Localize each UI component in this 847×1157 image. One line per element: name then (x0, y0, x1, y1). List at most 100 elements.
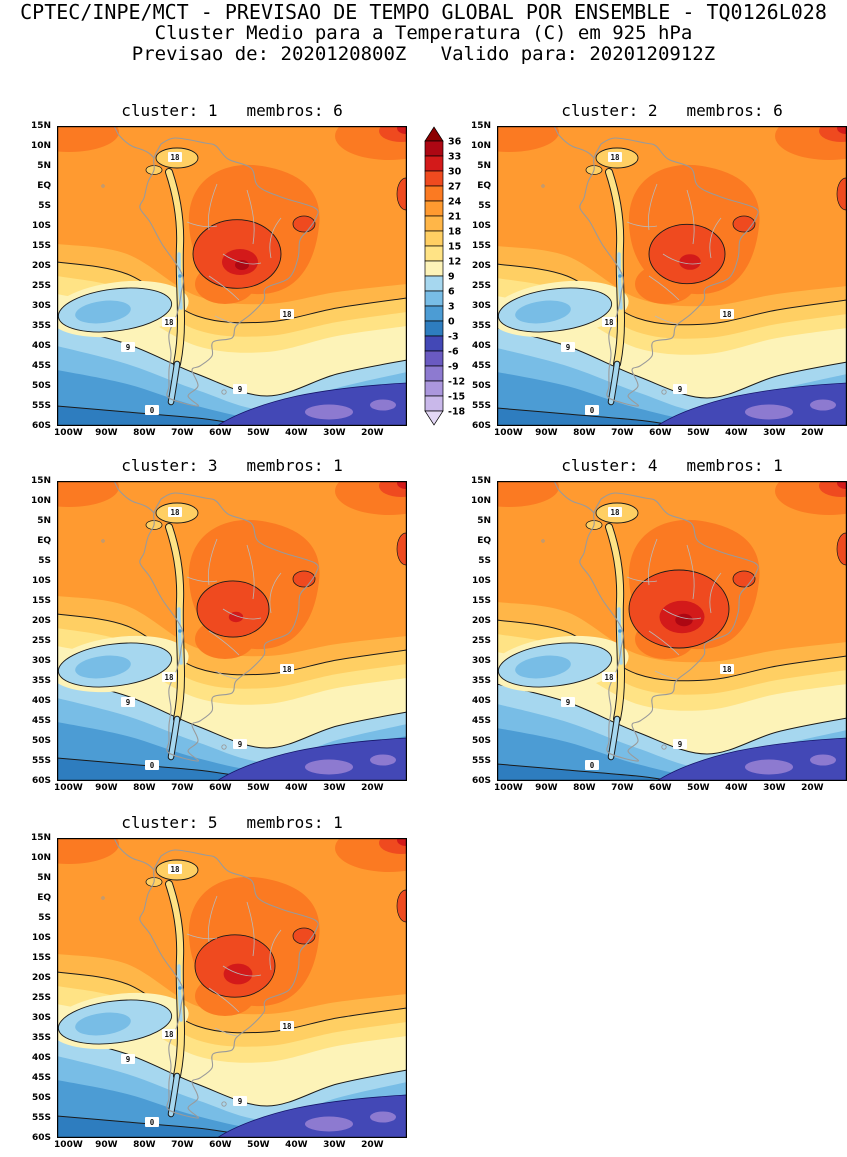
lat-tick-label: 10S (31, 221, 51, 231)
colorbar-level-label: 9 (448, 272, 455, 283)
lat-tick-label: 35S (471, 676, 491, 686)
lat-tick-label: 5N (477, 516, 491, 526)
isotherm-label: 0 (150, 1118, 155, 1127)
colorbar-level-label: 24 (448, 197, 462, 208)
lon-axis: 100W 90W 80W 70W 60W 50W 40W 30W 20W (54, 783, 407, 797)
lon-tick-label: 50W (687, 783, 710, 793)
lat-tick-label: 10N (30, 141, 51, 151)
header-title: CPTEC/INPE/MCT - PREVISAO DE TEMPO GLOBA… (20, 0, 827, 24)
lon-tick-label: 40W (725, 428, 748, 438)
lat-tick-label: 25S (31, 636, 51, 646)
lat-tick-label: EQ (37, 181, 51, 191)
lat-tick-label: 10S (31, 576, 51, 586)
lat-tick-label: 35S (471, 321, 491, 331)
map-area-3: 18 18 18 9 9 0 (57, 481, 407, 781)
lat-tick-label: 50S (471, 736, 491, 746)
lon-tick-label: 90W (535, 428, 558, 438)
colorbar-level-label: -9 (448, 362, 459, 373)
lon-tick-label: 70W (171, 428, 194, 438)
isotherm-label: 18 (610, 508, 620, 517)
map-area-5: 18 18 18 9 9 0 (57, 838, 407, 1138)
lat-tick-label: 45S (471, 716, 491, 726)
lat-axis: 15N 10N 5N EQ 5S 10S 15S 20S 25S 30S 35S 40S 45S 50S 5… (20, 833, 54, 1143)
lat-tick-label: 60S (471, 421, 491, 431)
lon-axis: 100W 90W 80W 70W 60W 50W 40W 30W 20W (494, 783, 847, 797)
cluster-panel-1: cluster: 1 membros: 6 15N 10N 5N EQ 5S 10S 15S… (20, 100, 407, 442)
lat-tick-label: 40S (31, 341, 51, 351)
lat-tick-label: 15S (31, 596, 51, 606)
panel-title-1: cluster: 1 membros: 6 (121, 101, 343, 120)
lat-tick-label: 60S (31, 421, 51, 431)
isotherm-label: 18 (722, 310, 732, 319)
lat-tick-label: 15S (31, 953, 51, 963)
temperature-map-svg: 18 18 18 9 9 0 (497, 126, 847, 426)
lat-tick-label: 15N (470, 121, 491, 131)
isotherm-label: 18 (282, 665, 292, 674)
isotherm-label: 9 (126, 1055, 131, 1064)
lat-tick-label: 5S (38, 556, 51, 566)
temperature-map-svg: 18 18 18 9 9 0 (57, 481, 407, 781)
lat-tick-label: 30S (471, 301, 491, 311)
cluster-panel-5: cluster: 5 membros: 1 15N 10N 5N EQ 5S 10S 15S… (20, 812, 407, 1154)
isotherm-label: 9 (126, 698, 131, 707)
lon-tick-label: 20W (361, 1140, 384, 1150)
isotherm-label: 18 (164, 673, 174, 682)
lon-tick-label: 80W (573, 428, 596, 438)
lon-tick-label: 80W (133, 1140, 156, 1150)
colorbar-level-label: 27 (448, 182, 461, 193)
lat-tick-label: 15N (30, 121, 51, 131)
lat-axis: 15N 10N 5N EQ 5S 10S 15S 20S 25S 30S 35S 40S 45S 50S 5… (20, 121, 54, 431)
isotherm-label: 9 (126, 343, 131, 352)
lat-tick-label: 10S (471, 221, 491, 231)
panel-title-5: cluster: 5 membros: 1 (121, 813, 343, 832)
lat-tick-label: 25S (471, 281, 491, 291)
isotherm-label: 18 (610, 153, 620, 162)
figure-header: CPTEC/INPE/MCT - PREVISAO DE TEMPO GLOBA… (0, 2, 847, 65)
isotherm-label: 18 (722, 665, 732, 674)
lat-tick-label: 15S (471, 241, 491, 251)
colorbar: 36 33 30 27 24 21 18 15 12 9 6 3 0 -3 -6 -9 -12 -15 -18 (424, 126, 484, 426)
lat-tick-label: EQ (37, 536, 51, 546)
lat-tick-label: 5S (38, 201, 51, 211)
lon-tick-label: 20W (361, 428, 384, 438)
lat-tick-label: 10N (30, 853, 51, 863)
colorbar-level-label: -12 (448, 377, 465, 388)
lat-tick-label: 35S (31, 676, 51, 686)
isotherm-label: 9 (238, 740, 243, 749)
isotherm-label: 9 (238, 385, 243, 394)
lat-tick-label: 30S (31, 301, 51, 311)
isotherm-label: 9 (566, 698, 571, 707)
lat-tick-label: 5N (37, 873, 51, 883)
lat-tick-label: 45S (31, 716, 51, 726)
lon-tick-label: 60W (209, 428, 232, 438)
lon-tick-label: 100W (54, 1140, 83, 1150)
lon-tick-label: 100W (494, 783, 523, 793)
lon-tick-label: 80W (133, 428, 156, 438)
colorbar-level-label: 18 (448, 227, 462, 238)
lon-tick-label: 30W (323, 1140, 346, 1150)
lat-tick-label: 10N (30, 496, 51, 506)
lat-tick-label: 50S (31, 381, 51, 391)
lat-tick-label: 15N (30, 476, 51, 486)
map-area-1: 18 18 18 9 9 0 (57, 126, 407, 426)
lat-tick-label: 55S (471, 401, 491, 411)
lat-tick-label: 5S (38, 913, 51, 923)
isotherm-label: 0 (150, 761, 155, 770)
lat-tick-label: 20S (471, 616, 491, 626)
lat-tick-label: 50S (471, 381, 491, 391)
lon-tick-label: 50W (687, 428, 710, 438)
colorbar-level-label: 33 (448, 152, 461, 163)
lat-tick-label: 50S (31, 1093, 51, 1103)
lat-tick-label: EQ (37, 893, 51, 903)
lat-tick-label: 10N (470, 141, 491, 151)
lat-tick-label: 5S (478, 556, 491, 566)
lat-tick-label: 35S (31, 321, 51, 331)
isotherm-label: 18 (170, 865, 180, 874)
lat-tick-label: 45S (471, 361, 491, 371)
colorbar-level-label: -3 (448, 332, 459, 343)
lon-tick-label: 40W (285, 428, 308, 438)
isotherm-label: 0 (590, 406, 595, 415)
lon-tick-label: 60W (649, 783, 672, 793)
lat-tick-label: 25S (31, 281, 51, 291)
lat-tick-label: 25S (471, 636, 491, 646)
